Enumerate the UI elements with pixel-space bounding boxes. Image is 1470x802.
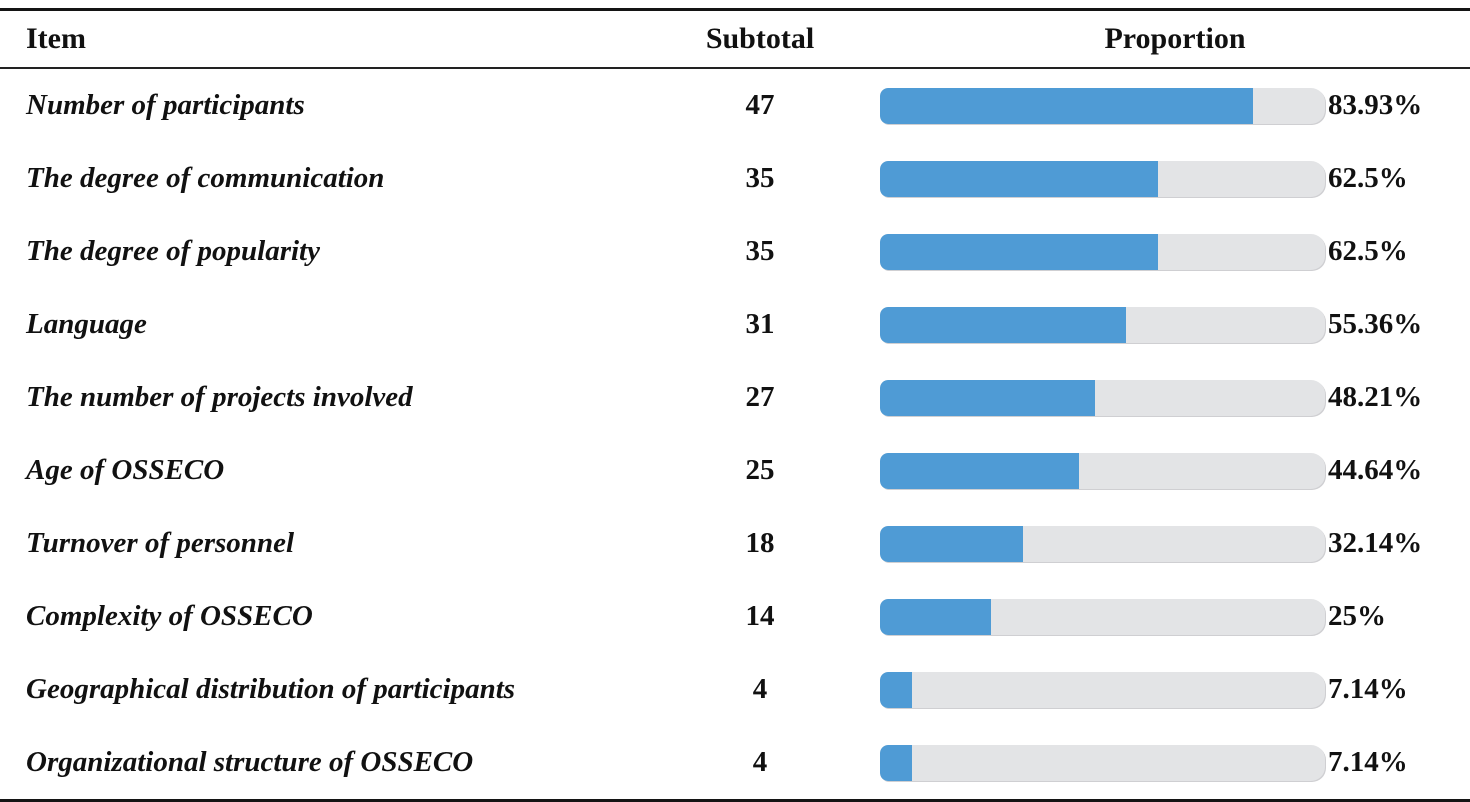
item-label: Geographical distribution of participant… — [26, 673, 516, 705]
table-row: Turnover of personnel 18 32.14% — [0, 507, 1470, 580]
proportion-bar-track — [880, 306, 1325, 343]
table-header-row: Item Subtotal Proportion — [0, 11, 1470, 69]
proportion-percent-label: 7.14% — [1328, 673, 1408, 705]
subtotal-value: 47 — [745, 89, 775, 121]
proportion-bar-track — [880, 87, 1325, 124]
table-row: Age of OSSECO 25 44.64% — [0, 434, 1470, 507]
proportion-cell: 7.14% — [880, 744, 1470, 781]
table-row: Complexity of OSSECO 14 25% — [0, 580, 1470, 653]
proportion-cell: 32.14% — [880, 525, 1470, 562]
subtotal-value: 27 — [745, 381, 775, 413]
item-label: Age of OSSECO — [26, 454, 225, 486]
subtotal-value: 31 — [745, 308, 775, 340]
proportion-cell: 62.5% — [880, 233, 1470, 270]
proportion-bar-track — [880, 744, 1325, 781]
proportion-percent-label: 62.5% — [1328, 235, 1408, 267]
proportion-percent-label: 55.36% — [1328, 308, 1423, 340]
proportion-bar-fill — [880, 306, 1127, 343]
proportion-bar-fill — [880, 379, 1095, 416]
proportion-percent-label: 83.93% — [1328, 89, 1423, 121]
proportion-percent-label: 62.5% — [1328, 162, 1408, 194]
item-label: Complexity of OSSECO — [26, 600, 313, 632]
proportion-percent-label: 7.14% — [1328, 746, 1408, 778]
proportion-percent-label: 48.21% — [1328, 381, 1423, 413]
proportion-bar-fill — [880, 525, 1024, 562]
table-row: Language 31 55.36% — [0, 288, 1470, 361]
column-header-proportion: Proportion — [1104, 22, 1246, 55]
proportion-cell: 25% — [880, 598, 1470, 635]
item-label: The degree of popularity — [26, 235, 320, 267]
proportion-bar-fill — [880, 87, 1254, 124]
subtotal-value: 18 — [745, 527, 775, 559]
subtotal-value: 4 — [752, 673, 768, 705]
item-label: The number of projects involved — [26, 381, 413, 413]
proportion-cell: 48.21% — [880, 379, 1470, 416]
proportion-bar-track — [880, 160, 1325, 197]
proportion-bar-fill — [880, 598, 992, 635]
proportion-bar-track — [880, 379, 1325, 416]
table-row: The degree of communication 35 62.5% — [0, 142, 1470, 215]
proportion-percent-label: 25% — [1328, 600, 1386, 632]
proportion-percent-label: 32.14% — [1328, 527, 1423, 559]
item-label: Number of participants — [26, 89, 305, 121]
table-body: Number of participants 47 83.93% The deg… — [0, 69, 1470, 799]
table-row: The number of projects involved 27 48.21… — [0, 361, 1470, 434]
item-label: The degree of communication — [26, 162, 385, 194]
subtotal-value: 25 — [745, 454, 775, 486]
proportion-percent-label: 44.64% — [1328, 454, 1423, 486]
proportion-cell: 55.36% — [880, 306, 1470, 343]
item-label: Organizational structure of OSSECO — [26, 746, 474, 778]
proportion-cell: 83.93% — [880, 87, 1470, 124]
proportion-bar-fill — [880, 233, 1159, 270]
data-table: Item Subtotal Proportion Number of parti… — [0, 8, 1470, 802]
proportion-bar-track — [880, 671, 1325, 708]
column-header-item: Item — [26, 22, 86, 55]
proportion-bar-fill — [880, 160, 1159, 197]
proportion-bar-track — [880, 233, 1325, 270]
table-row: Number of participants 47 83.93% — [0, 69, 1470, 142]
item-label: Language — [26, 308, 147, 340]
subtotal-value: 4 — [752, 746, 768, 778]
table-row: Organizational structure of OSSECO 4 7.1… — [0, 726, 1470, 799]
proportion-bar-track — [880, 452, 1325, 489]
subtotal-value: 35 — [745, 235, 775, 267]
proportion-bar-fill — [880, 671, 912, 708]
subtotal-value: 35 — [745, 162, 775, 194]
column-header-subtotal: Subtotal — [705, 22, 815, 55]
subtotal-value: 14 — [745, 600, 775, 632]
proportion-bar-track — [880, 525, 1325, 562]
proportion-cell: 44.64% — [880, 452, 1470, 489]
item-label: Turnover of personnel — [26, 527, 294, 559]
table-row: Geographical distribution of participant… — [0, 653, 1470, 726]
proportion-cell: 7.14% — [880, 671, 1470, 708]
proportion-bar-track — [880, 598, 1325, 635]
proportion-bar-fill — [880, 452, 1079, 489]
proportion-bar-fill — [880, 744, 912, 781]
proportion-cell: 62.5% — [880, 160, 1470, 197]
table-row: The degree of popularity 35 62.5% — [0, 215, 1470, 288]
